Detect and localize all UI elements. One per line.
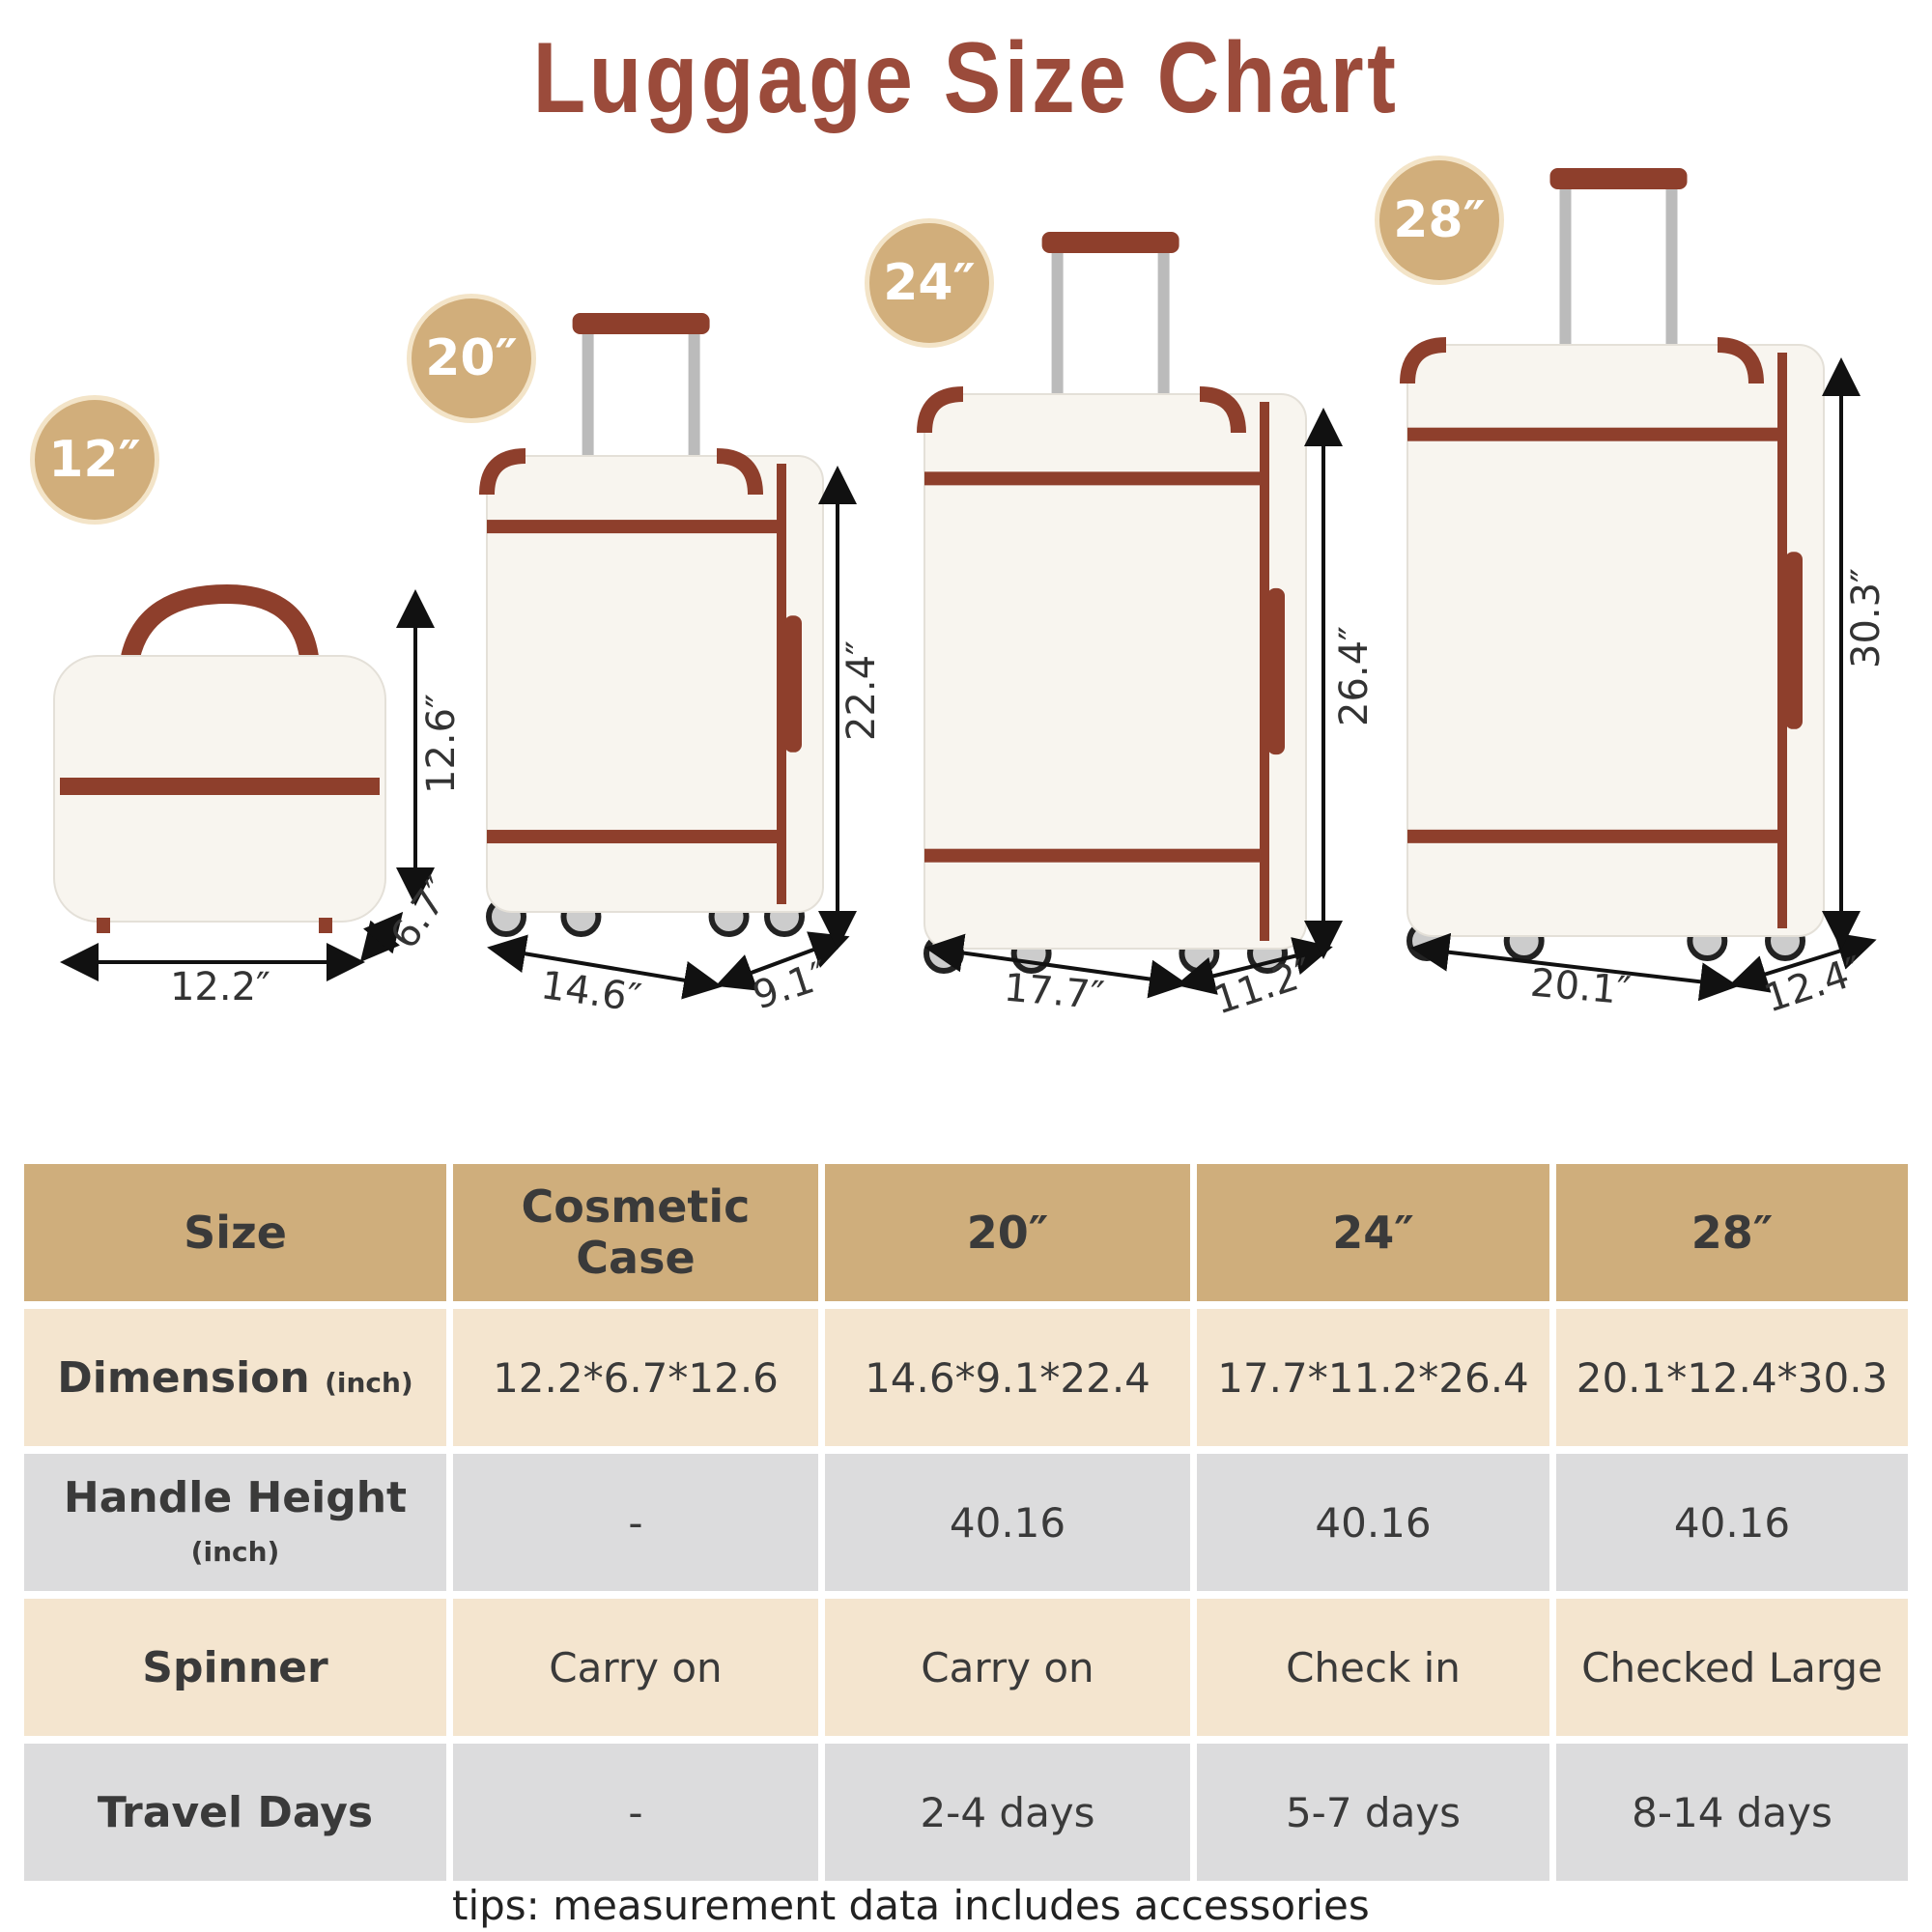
- table-cell: 12.2*6.7*12.6: [453, 1309, 818, 1446]
- row-header: Handle Height (inch): [24, 1454, 446, 1591]
- luggage-illustration: 12.2″ 6.7″ 12.6″ 14.6″ 9.1″ 22.4″ 17.7″ …: [53, 168, 1889, 1024]
- cosmetic-depth-label: 6.7″: [383, 869, 463, 957]
- row-header: Dimension (inch): [24, 1309, 446, 1446]
- trolley-handle: [572, 313, 710, 334]
- table-cell: 40.16: [1197, 1454, 1549, 1591]
- table-cell: Check in: [1197, 1599, 1549, 1736]
- header-cosmetic: Cosmetic Case: [521, 1180, 751, 1284]
- trolley-pole: [688, 330, 700, 456]
- size-badge-24: 24″: [869, 223, 989, 343]
- suitcase-strap: [1407, 829, 1777, 843]
- table-cell: 5-7 days: [1197, 1744, 1549, 1881]
- table-cell: -: [453, 1454, 818, 1591]
- cosmetic-case: [53, 583, 386, 933]
- row-unit: (inch): [325, 1366, 413, 1399]
- size-badge-28: 28″: [1379, 160, 1499, 280]
- s20-suitcase: [479, 313, 824, 937]
- size-table: Size Cosmetic Case 20″ 24″ 28″ Dimension…: [17, 1156, 1915, 1889]
- corner-guard: [1400, 337, 1447, 384]
- row-header: Travel Days: [24, 1744, 446, 1881]
- zipper: [777, 464, 786, 904]
- s28-width-arrow: [1410, 932, 1739, 1002]
- table-cell: Checked Large: [1556, 1599, 1908, 1736]
- trolley-pole: [1559, 185, 1572, 345]
- table-row: Travel Days - 2-4 days 5-7 days 8-14 day…: [24, 1744, 1908, 1881]
- page-title: Luggage Size Chart: [532, 22, 1400, 134]
- s24-depth-arrow: [1176, 937, 1333, 995]
- table-cell: Carry on: [453, 1599, 818, 1736]
- table-cell: Carry on: [825, 1599, 1190, 1736]
- zipper: [1260, 402, 1269, 941]
- suitcase-strap: [487, 520, 777, 534]
- case-foot: [319, 918, 332, 933]
- s20-width-arrow: [487, 934, 723, 1000]
- table-cell: 40.16: [825, 1454, 1190, 1591]
- tips-note: tips: measurement data includes accessor…: [452, 1882, 1370, 1929]
- s24-suitcase: [917, 232, 1307, 974]
- header-cell: 28″: [1556, 1164, 1908, 1301]
- size-badge-12: 12″: [35, 400, 155, 520]
- table-cell: 17.7*11.2*26.4: [1197, 1309, 1549, 1446]
- side-handle: [1785, 552, 1803, 729]
- s28-height-label: 30.3″: [1844, 568, 1889, 668]
- table-cell: 2-4 days: [825, 1744, 1190, 1881]
- trolley-pole: [1665, 185, 1678, 345]
- s28-suitcase: [1400, 168, 1825, 961]
- trolley-pole: [582, 330, 594, 456]
- header-cell: Size: [24, 1164, 446, 1301]
- table-cell: 20.1*12.4*30.3: [1556, 1309, 1908, 1446]
- size-badge-20: 20″: [412, 298, 531, 418]
- header-cell: 24″: [1197, 1164, 1549, 1301]
- trolley-pole: [1157, 249, 1170, 394]
- trolley-handle: [1549, 168, 1688, 189]
- row-label: Travel Days: [97, 1787, 374, 1837]
- side-handle: [1267, 587, 1285, 755]
- case-handle: [121, 583, 319, 660]
- trolley-pole: [1051, 249, 1064, 394]
- case-strap: [60, 778, 380, 795]
- table-row: Handle Height (inch) - 40.16 40.16 40.16: [24, 1454, 1908, 1591]
- case-foot: [97, 918, 110, 933]
- row-label: Spinner: [142, 1642, 328, 1692]
- s28-width-label: 20.1″: [1528, 961, 1633, 1014]
- table-cell: 14.6*9.1*22.4: [825, 1309, 1190, 1446]
- row-header: Spinner: [24, 1599, 446, 1736]
- side-handle: [784, 615, 802, 753]
- table-row: Spinner Carry on Carry on Check in Check…: [24, 1599, 1908, 1736]
- s24-height-label: 26.4″: [1332, 626, 1377, 726]
- corner-guard: [1199, 386, 1246, 434]
- corner-guard: [479, 448, 526, 496]
- table-cell: 40.16: [1556, 1454, 1908, 1591]
- corner-guard: [1717, 337, 1764, 384]
- suitcase-strap: [1407, 427, 1777, 441]
- row-label: Handle Height: [63, 1473, 408, 1522]
- trolley-handle: [1041, 232, 1179, 253]
- suitcase-strap: [487, 830, 777, 844]
- s24-width-label: 17.7″: [1002, 966, 1106, 1019]
- cosmetic-width-label: 12.2″: [170, 965, 270, 1009]
- row-unit: (inch): [190, 1536, 280, 1568]
- s20-height-label: 22.4″: [839, 640, 884, 741]
- table-cell: 8-14 days: [1556, 1744, 1908, 1881]
- table-row: Dimension (inch) 12.2*6.7*12.6 14.6*9.1*…: [24, 1309, 1908, 1446]
- table-cell: -: [453, 1744, 818, 1881]
- header-cell: Cosmetic Case: [453, 1164, 818, 1301]
- cosmetic-height-label: 12.6″: [419, 694, 464, 794]
- zipper: [1777, 353, 1787, 928]
- suitcase-strap: [924, 848, 1260, 863]
- suitcase-strap: [924, 471, 1260, 486]
- s20-depth-label: 9.1″: [748, 952, 834, 1018]
- header-cell: 20″: [825, 1164, 1190, 1301]
- table-header-row: Size Cosmetic Case 20″ 24″ 28″: [24, 1164, 1908, 1301]
- corner-guard: [716, 448, 763, 496]
- cosmetic-depth-arrow: [359, 911, 404, 963]
- corner-guard: [917, 386, 964, 434]
- s24-width-arrow: [924, 933, 1188, 999]
- row-label: Dimension: [57, 1352, 310, 1403]
